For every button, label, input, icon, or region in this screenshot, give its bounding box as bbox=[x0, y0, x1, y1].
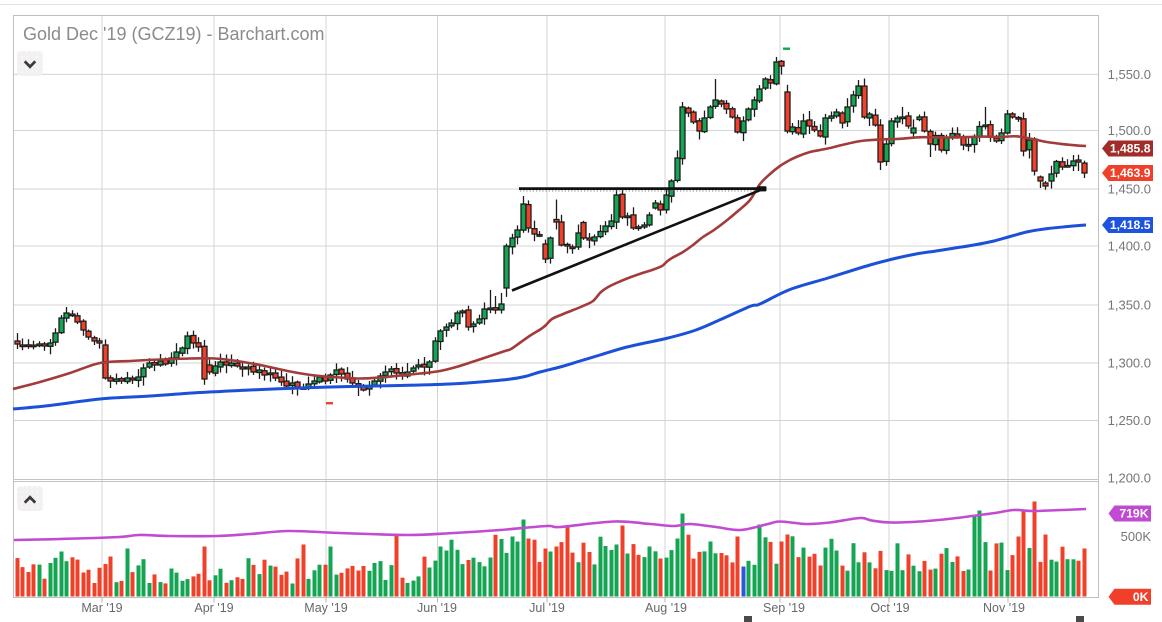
svg-text:Oct '19: Oct '19 bbox=[870, 601, 909, 615]
svg-text:1,450.0: 1,450.0 bbox=[1108, 182, 1151, 197]
svg-text:Sep '19: Sep '19 bbox=[763, 601, 805, 615]
svg-text:Apr '19: Apr '19 bbox=[194, 601, 233, 615]
svg-text:Gold Dec '19 (GCZ19) - Barchar: Gold Dec '19 (GCZ19) - Barchart.com bbox=[23, 24, 325, 44]
svg-text:Jul '19: Jul '19 bbox=[529, 601, 565, 615]
svg-text:May '19: May '19 bbox=[304, 601, 347, 615]
svg-text:1,550.0: 1,550.0 bbox=[1108, 67, 1151, 82]
svg-text:719K: 719K bbox=[1119, 507, 1148, 521]
svg-text:1,300.0: 1,300.0 bbox=[1108, 356, 1151, 371]
svg-text:Jun '19: Jun '19 bbox=[417, 601, 457, 615]
svg-text:1,200.0: 1,200.0 bbox=[1108, 471, 1151, 486]
svg-text:1,400.0: 1,400.0 bbox=[1108, 239, 1151, 254]
svg-text:1,463.9: 1,463.9 bbox=[1110, 166, 1151, 180]
svg-text:1,418.5: 1,418.5 bbox=[1110, 218, 1151, 232]
svg-text:0K: 0K bbox=[1133, 590, 1149, 604]
svg-text:Mar '19: Mar '19 bbox=[81, 601, 122, 615]
svg-text:500K: 500K bbox=[1121, 529, 1152, 544]
svg-text:1,485.8: 1,485.8 bbox=[1110, 142, 1151, 156]
svg-text:Nov '19: Nov '19 bbox=[983, 601, 1025, 615]
svg-text:Aug '19: Aug '19 bbox=[645, 601, 687, 615]
svg-text:1,250.0: 1,250.0 bbox=[1108, 413, 1151, 428]
svg-text:1,500.0: 1,500.0 bbox=[1108, 123, 1151, 138]
svg-text:1,350.0: 1,350.0 bbox=[1108, 298, 1151, 313]
